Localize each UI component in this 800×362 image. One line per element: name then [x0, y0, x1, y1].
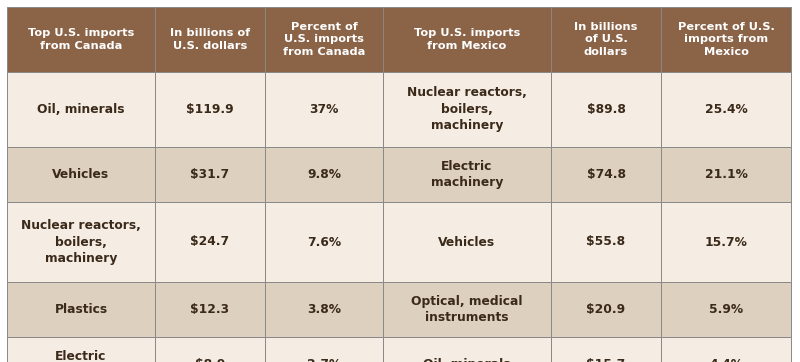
Text: Vehicles: Vehicles — [438, 236, 495, 248]
Text: Top U.S. imports
from Canada: Top U.S. imports from Canada — [28, 28, 134, 51]
Text: In billions of
U.S. dollars: In billions of U.S. dollars — [170, 28, 250, 51]
Bar — [7, 282, 155, 337]
Bar — [155, 72, 265, 147]
Text: $15.7: $15.7 — [586, 358, 626, 362]
Text: 9.8%: 9.8% — [307, 168, 341, 181]
Bar — [551, 72, 661, 147]
Bar — [383, 282, 551, 337]
Bar — [7, 337, 155, 362]
Bar — [265, 72, 383, 147]
Bar — [265, 282, 383, 337]
Text: Electric
machinery: Electric machinery — [45, 350, 117, 362]
Text: Oil, minerals: Oil, minerals — [423, 358, 510, 362]
Text: 37%: 37% — [310, 103, 338, 116]
Bar — [383, 7, 551, 72]
Bar — [551, 202, 661, 282]
Text: 15.7%: 15.7% — [705, 236, 747, 248]
Bar — [551, 147, 661, 202]
Bar — [661, 72, 791, 147]
Text: 4.4%: 4.4% — [709, 358, 743, 362]
Text: $8.9: $8.9 — [195, 358, 225, 362]
Bar — [155, 202, 265, 282]
Text: 21.1%: 21.1% — [705, 168, 747, 181]
Text: $20.9: $20.9 — [586, 303, 626, 316]
Text: $12.3: $12.3 — [190, 303, 230, 316]
Bar — [265, 147, 383, 202]
Text: Percent of
U.S. imports
from Canada: Percent of U.S. imports from Canada — [283, 22, 365, 57]
Bar — [155, 147, 265, 202]
Text: Vehicles: Vehicles — [53, 168, 110, 181]
Text: In billions
of U.S.
dollars: In billions of U.S. dollars — [574, 22, 638, 57]
Bar — [383, 147, 551, 202]
Text: 25.4%: 25.4% — [705, 103, 747, 116]
Bar — [155, 337, 265, 362]
Bar — [383, 72, 551, 147]
Text: Electric
machinery: Electric machinery — [431, 160, 503, 189]
Bar — [155, 7, 265, 72]
Text: $24.7: $24.7 — [190, 236, 230, 248]
Bar — [265, 202, 383, 282]
Bar — [265, 7, 383, 72]
Bar — [551, 7, 661, 72]
Text: 2.7%: 2.7% — [307, 358, 341, 362]
Text: 3.8%: 3.8% — [307, 303, 341, 316]
Bar — [7, 72, 155, 147]
Bar — [155, 282, 265, 337]
Text: $89.8: $89.8 — [586, 103, 626, 116]
Text: Top U.S. imports
from Mexico: Top U.S. imports from Mexico — [414, 28, 520, 51]
Text: $31.7: $31.7 — [190, 168, 230, 181]
Text: Plastics: Plastics — [54, 303, 107, 316]
Text: 7.6%: 7.6% — [307, 236, 341, 248]
Text: Optical, medical
instruments: Optical, medical instruments — [411, 295, 522, 324]
Bar — [265, 337, 383, 362]
Text: Oil, minerals: Oil, minerals — [38, 103, 125, 116]
Bar — [7, 147, 155, 202]
Bar — [661, 7, 791, 72]
Bar — [383, 337, 551, 362]
Bar — [661, 337, 791, 362]
Bar — [383, 202, 551, 282]
Text: $55.8: $55.8 — [586, 236, 626, 248]
Text: $119.9: $119.9 — [186, 103, 234, 116]
Bar — [7, 202, 155, 282]
Text: Nuclear reactors,
boilers,
machinery: Nuclear reactors, boilers, machinery — [407, 87, 527, 132]
Text: Nuclear reactors,
boilers,
machinery: Nuclear reactors, boilers, machinery — [21, 219, 141, 265]
Text: Percent of U.S.
imports from
Mexico: Percent of U.S. imports from Mexico — [678, 22, 774, 57]
Bar — [551, 337, 661, 362]
Text: $74.8: $74.8 — [586, 168, 626, 181]
Bar — [661, 147, 791, 202]
Bar — [7, 7, 155, 72]
Text: 5.9%: 5.9% — [709, 303, 743, 316]
Bar — [661, 282, 791, 337]
Bar — [551, 282, 661, 337]
Bar — [661, 202, 791, 282]
